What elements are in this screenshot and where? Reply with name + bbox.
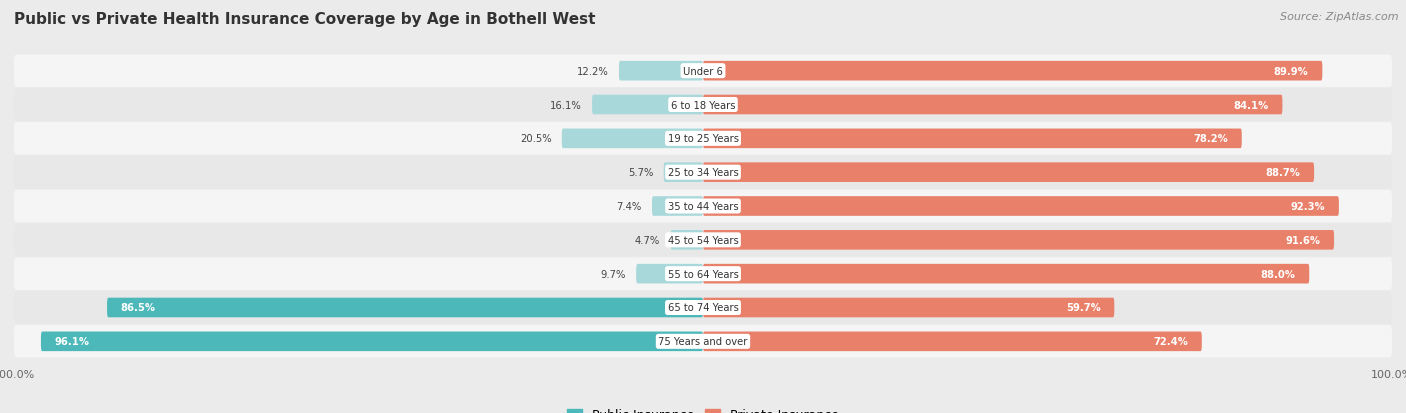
- FancyBboxPatch shape: [619, 62, 703, 81]
- Text: 55 to 64 Years: 55 to 64 Years: [668, 269, 738, 279]
- FancyBboxPatch shape: [14, 224, 1392, 256]
- Text: 86.5%: 86.5%: [121, 303, 156, 313]
- FancyBboxPatch shape: [703, 95, 1282, 115]
- FancyBboxPatch shape: [14, 55, 1392, 88]
- FancyBboxPatch shape: [703, 230, 1334, 250]
- Text: 92.3%: 92.3%: [1291, 202, 1324, 211]
- FancyBboxPatch shape: [592, 95, 703, 115]
- Text: 72.4%: 72.4%: [1153, 337, 1188, 347]
- FancyBboxPatch shape: [703, 332, 1202, 351]
- Text: 19 to 25 Years: 19 to 25 Years: [668, 134, 738, 144]
- Text: 88.0%: 88.0%: [1261, 269, 1295, 279]
- Text: 96.1%: 96.1%: [55, 337, 90, 347]
- FancyBboxPatch shape: [14, 292, 1392, 324]
- Text: 91.6%: 91.6%: [1285, 235, 1320, 245]
- FancyBboxPatch shape: [14, 89, 1392, 121]
- FancyBboxPatch shape: [14, 190, 1392, 223]
- Text: 25 to 34 Years: 25 to 34 Years: [668, 168, 738, 178]
- FancyBboxPatch shape: [14, 157, 1392, 189]
- FancyBboxPatch shape: [671, 230, 703, 250]
- FancyBboxPatch shape: [703, 163, 1315, 183]
- Text: 16.1%: 16.1%: [550, 100, 582, 110]
- Text: 12.2%: 12.2%: [576, 66, 609, 76]
- Text: Public vs Private Health Insurance Coverage by Age in Bothell West: Public vs Private Health Insurance Cover…: [14, 12, 596, 27]
- Text: 9.7%: 9.7%: [600, 269, 626, 279]
- Text: 89.9%: 89.9%: [1274, 66, 1309, 76]
- Text: 4.7%: 4.7%: [636, 235, 661, 245]
- FancyBboxPatch shape: [636, 264, 703, 284]
- Legend: Public Insurance, Private Insurance: Public Insurance, Private Insurance: [562, 404, 844, 413]
- FancyBboxPatch shape: [703, 129, 1241, 149]
- FancyBboxPatch shape: [107, 298, 703, 318]
- Text: Source: ZipAtlas.com: Source: ZipAtlas.com: [1281, 12, 1399, 22]
- FancyBboxPatch shape: [703, 62, 1323, 81]
- FancyBboxPatch shape: [703, 298, 1115, 318]
- Text: Under 6: Under 6: [683, 66, 723, 76]
- Text: 65 to 74 Years: 65 to 74 Years: [668, 303, 738, 313]
- Text: 35 to 44 Years: 35 to 44 Years: [668, 202, 738, 211]
- FancyBboxPatch shape: [14, 325, 1392, 358]
- Text: 6 to 18 Years: 6 to 18 Years: [671, 100, 735, 110]
- Text: 75 Years and over: 75 Years and over: [658, 337, 748, 347]
- FancyBboxPatch shape: [14, 123, 1392, 155]
- Text: 78.2%: 78.2%: [1194, 134, 1227, 144]
- Text: 59.7%: 59.7%: [1066, 303, 1101, 313]
- FancyBboxPatch shape: [652, 197, 703, 216]
- FancyBboxPatch shape: [41, 332, 703, 351]
- Text: 45 to 54 Years: 45 to 54 Years: [668, 235, 738, 245]
- Text: 88.7%: 88.7%: [1265, 168, 1301, 178]
- Text: 20.5%: 20.5%: [520, 134, 551, 144]
- FancyBboxPatch shape: [664, 163, 703, 183]
- FancyBboxPatch shape: [14, 258, 1392, 290]
- FancyBboxPatch shape: [703, 264, 1309, 284]
- Text: 84.1%: 84.1%: [1233, 100, 1268, 110]
- Text: 7.4%: 7.4%: [616, 202, 641, 211]
- Text: 5.7%: 5.7%: [628, 168, 654, 178]
- FancyBboxPatch shape: [703, 197, 1339, 216]
- FancyBboxPatch shape: [562, 129, 703, 149]
